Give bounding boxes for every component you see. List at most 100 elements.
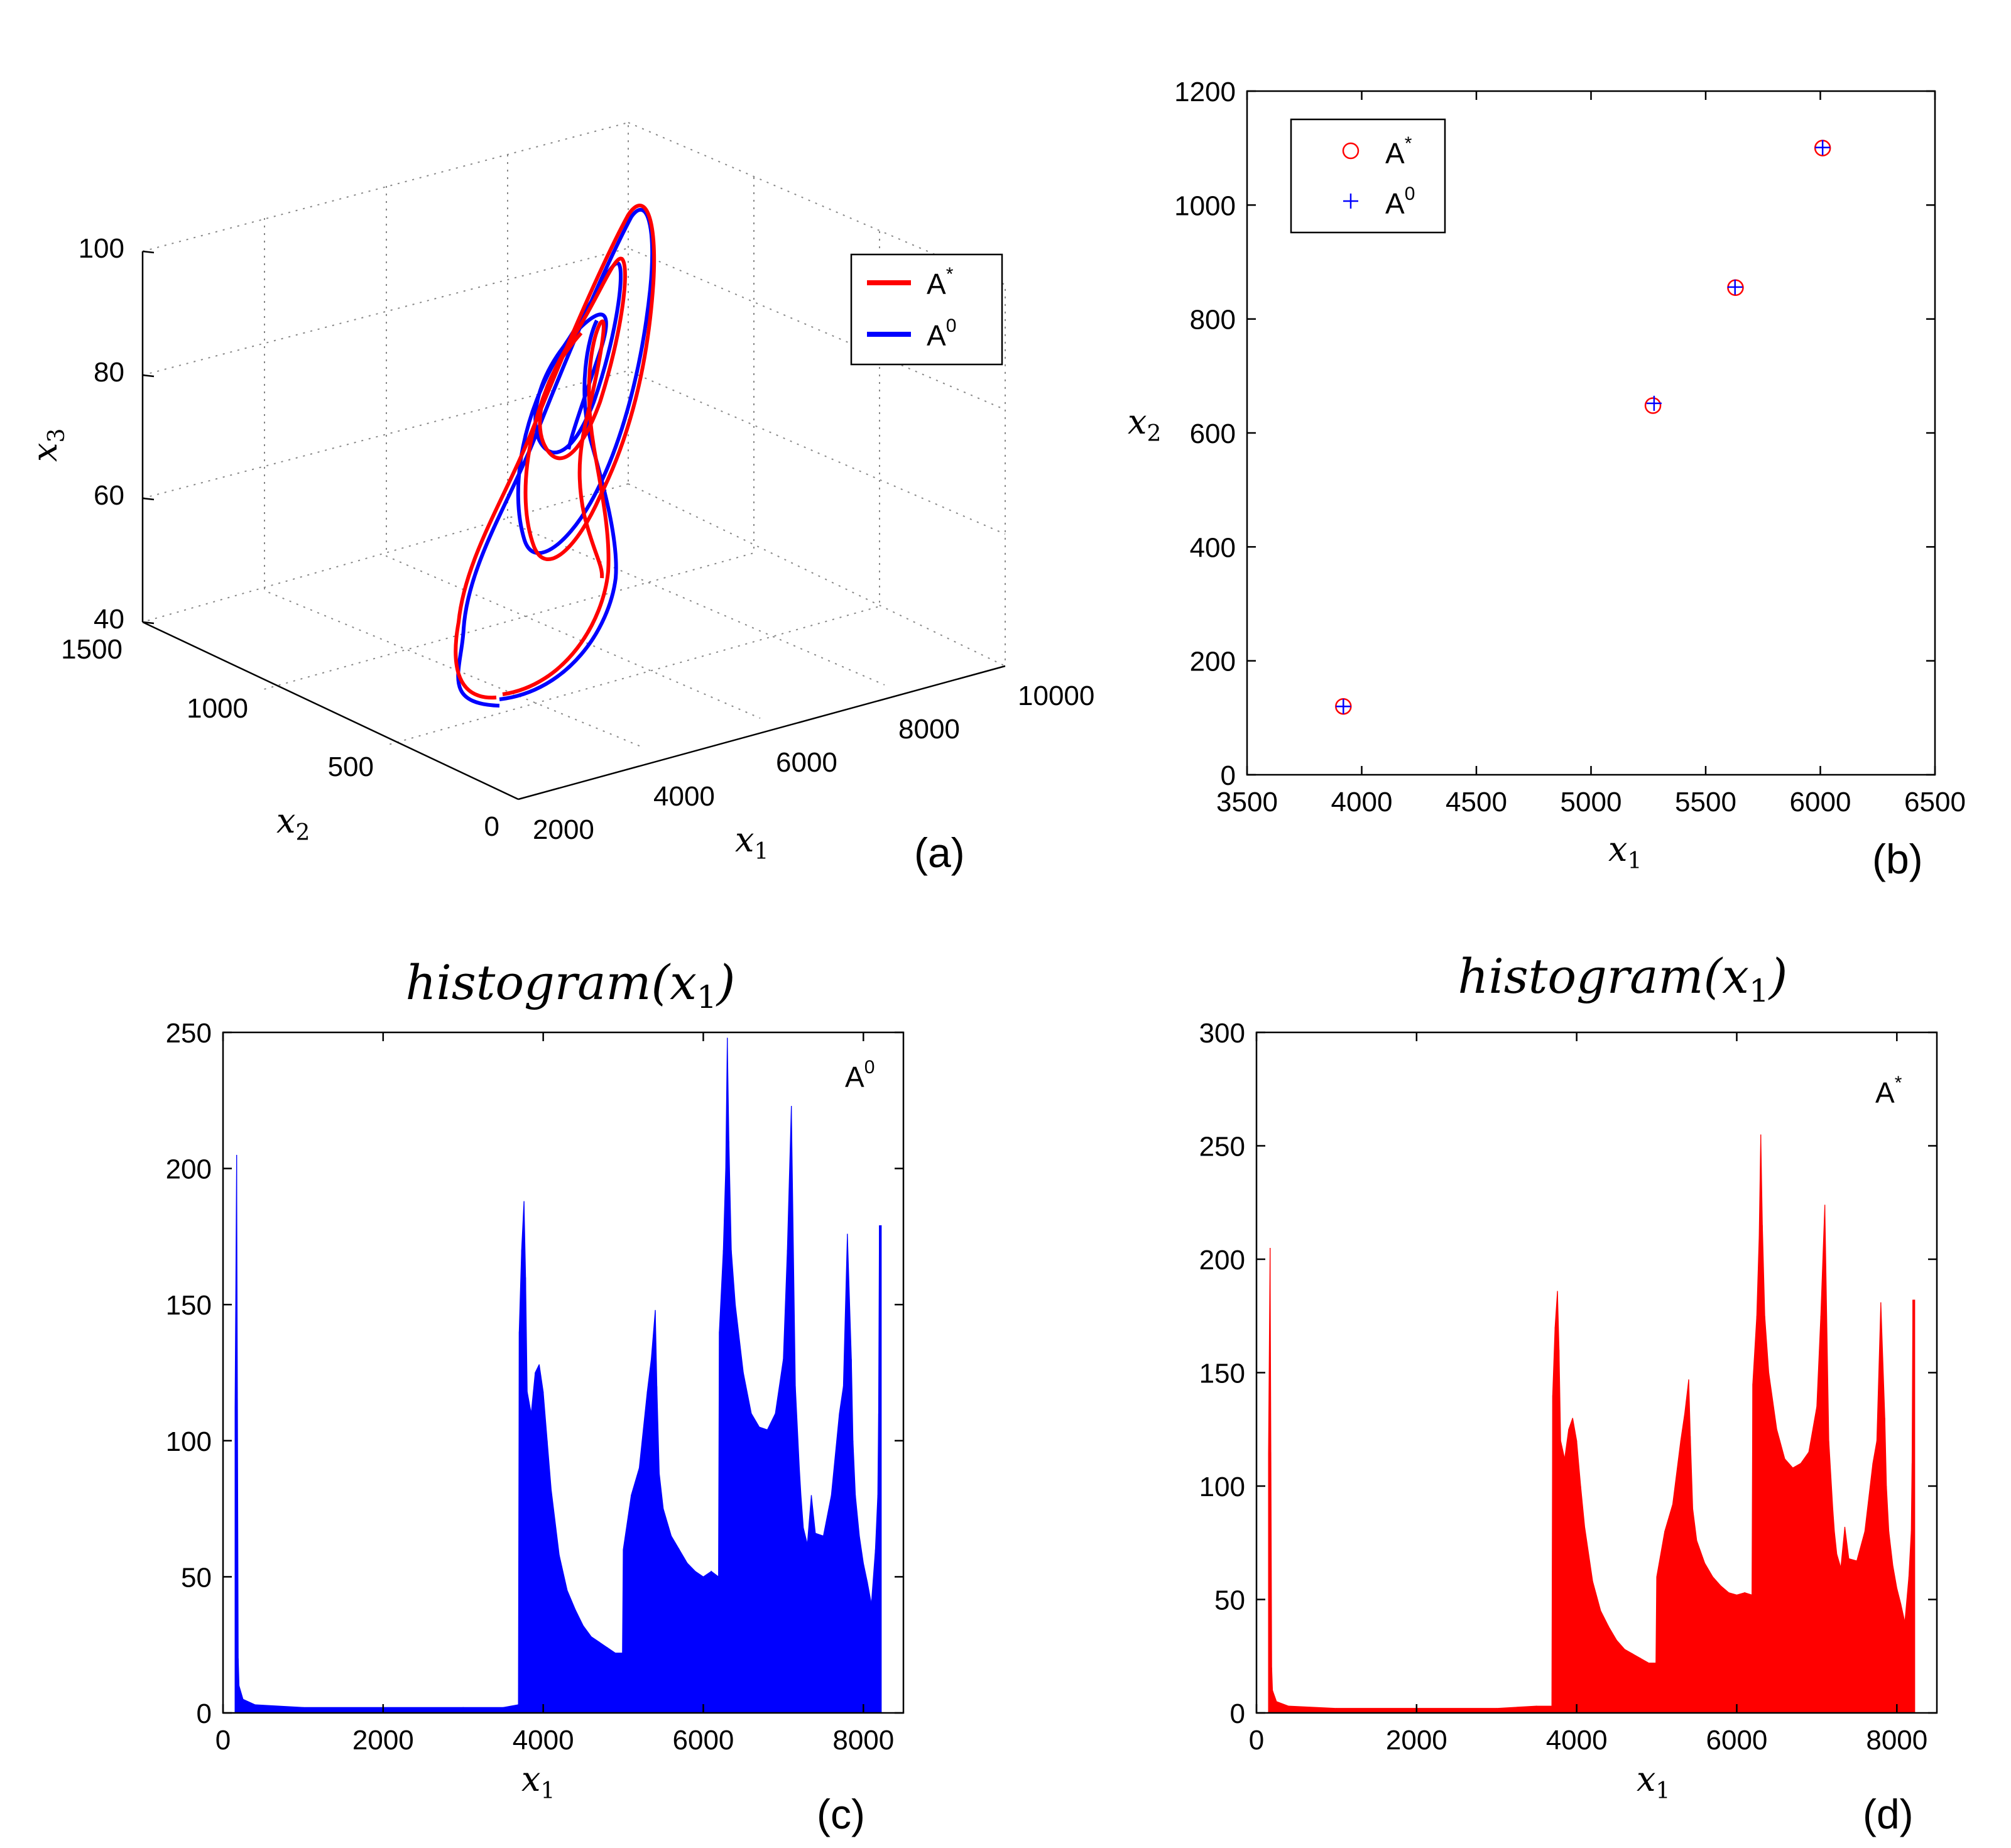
histogram-bar	[663, 1508, 672, 1714]
panel-c-title: histogram(x1)	[406, 954, 736, 1015]
histogram-bar	[1272, 1690, 1277, 1714]
histogram-bar	[1824, 1205, 1829, 1714]
panel-d-ytick-label: 100	[1199, 1472, 1245, 1502]
panel-a-x-ticks: 2000 4000 6000 8000 10000	[533, 681, 1094, 845]
histogram-bar	[1752, 1316, 1757, 1714]
panel-d-ytick-label: 250	[1199, 1132, 1245, 1162]
panel-b-xtick-label: 4500	[1446, 787, 1507, 817]
legend-label-A-star: A*	[1385, 133, 1412, 170]
panel-d-xtick-label: 2000	[1386, 1725, 1447, 1756]
histogram-bar	[1800, 1450, 1809, 1714]
histogram-bar	[535, 1364, 540, 1714]
histogram-bar	[1808, 1406, 1818, 1714]
histogram-bar	[1656, 1531, 1665, 1714]
legend-label-A-zero: A0	[1385, 183, 1415, 220]
panel-a-zlabel: x3	[25, 429, 70, 462]
histogram-bar	[582, 1624, 592, 1714]
panel-c-xtick-label: 8000	[832, 1725, 894, 1756]
histogram-bar	[1696, 1540, 1706, 1714]
histogram-bar	[614, 1653, 623, 1714]
histogram-bar	[1880, 1302, 1885, 1714]
histogram-bar	[1288, 1705, 1338, 1714]
histogram-bar	[1784, 1458, 1794, 1714]
histogram-bar	[1664, 1504, 1674, 1714]
histogram-bar	[1768, 1372, 1777, 1714]
histogram-bar	[567, 1590, 576, 1714]
histogram-bar	[631, 1467, 640, 1714]
histogram-bar	[1896, 1588, 1902, 1714]
histogram-bar	[1608, 1625, 1617, 1714]
histogram-bar	[1568, 1418, 1573, 1714]
panel-d-xtick-label: 8000	[1866, 1725, 1927, 1756]
histogram-bar	[831, 1413, 840, 1714]
histogram-bar	[1600, 1610, 1610, 1714]
histogram-bar	[810, 1495, 816, 1714]
panel-a-xtick-label: 6000	[776, 747, 837, 778]
histogram-bar	[1876, 1302, 1882, 1714]
panel-a-xtick-label: 8000	[898, 714, 960, 745]
histogram-bar	[1828, 1440, 1833, 1714]
histogram-bar	[1576, 1440, 1581, 1714]
histogram-bar	[526, 1391, 532, 1714]
panel-c-xtick-label: 0	[215, 1725, 231, 1756]
histogram-bar	[1816, 1316, 1821, 1714]
panel-a-y-axis	[142, 621, 519, 801]
panel-c-ytick-label: 100	[166, 1426, 212, 1457]
panel-c-bars	[234, 1037, 882, 1714]
histogram-bar	[606, 1646, 616, 1714]
histogram-bar	[795, 1386, 800, 1714]
histogram-bar	[743, 1372, 752, 1714]
histogram-bar	[1624, 1648, 1633, 1714]
panel-d-xtick-label: 6000	[1706, 1725, 1768, 1756]
histogram-bar	[559, 1555, 568, 1714]
histogram-bar	[879, 1225, 882, 1714]
histogram-bar	[1560, 1440, 1566, 1714]
histogram-bar	[658, 1473, 664, 1714]
panel-d-title: histogram(x1)	[1458, 948, 1788, 1009]
histogram-bar	[1836, 1554, 1841, 1714]
panel-a-xlabel: x1	[735, 820, 768, 865]
histogram-bar	[1712, 1575, 1721, 1714]
series-A-zero-trajectory	[499, 319, 618, 701]
histogram-bar	[791, 1105, 796, 1714]
histogram-bar	[462, 1707, 504, 1714]
scatter-point-plus	[1815, 139, 1831, 155]
panel-a-ytick-label: 0	[484, 811, 499, 842]
panel-c-ytick-label: 250	[166, 1018, 212, 1049]
histogram-bar	[1692, 1509, 1698, 1714]
panel-c-ytick-label: 50	[181, 1562, 212, 1593]
panel-c-x-ticks: 0 2000 4000 6000 8000	[215, 1032, 894, 1756]
panel-a-ztick-label: 40	[94, 604, 124, 635]
histogram-bar	[687, 1562, 696, 1714]
histogram-bar	[1536, 1705, 1552, 1714]
histogram-bar	[1892, 1565, 1897, 1714]
histogram-bar	[1640, 1658, 1649, 1714]
legend-label-A-zero: A0	[927, 315, 956, 352]
panel-d-y-ticks: 0 50 100 150 200 250 300	[1199, 1018, 1937, 1729]
histogram-bar	[711, 1570, 719, 1714]
panel-label-c: (c)	[817, 1791, 865, 1837]
panel-a-xtick-label: 4000	[653, 781, 715, 812]
panel-b-ytick-label: 1000	[1174, 190, 1236, 221]
histogram-bar	[623, 1495, 632, 1714]
panel-d-ytick-label: 50	[1214, 1585, 1245, 1616]
histogram-bar	[854, 1495, 860, 1714]
histogram-bar	[575, 1609, 584, 1714]
panel-a-trajectories	[454, 204, 657, 708]
histogram-bar	[591, 1636, 600, 1714]
panel-b-ytick-label: 800	[1190, 305, 1236, 336]
scatter-point-plus	[1727, 279, 1743, 295]
legend-marker-circle	[1342, 142, 1360, 160]
panel-a-ztick-label: 60	[94, 480, 124, 511]
histogram-bar	[1720, 1585, 1730, 1714]
histogram-bar	[1912, 1299, 1916, 1714]
histogram-bar	[1616, 1639, 1625, 1714]
panel-d-xtick-label: 0	[1249, 1725, 1264, 1756]
panel-a-legend: A* A0	[850, 253, 1003, 366]
histogram-bar	[1888, 1531, 1894, 1714]
panel-b-legend: A* A0	[1290, 118, 1446, 234]
histogram-bar	[599, 1641, 608, 1714]
panel-d-histogram: histogram(x1) 0 2000 4000 6000 8000 0 50 100 15…	[1199, 948, 1938, 1837]
histogram-bar	[842, 1233, 848, 1714]
histogram-bar	[670, 1534, 680, 1714]
